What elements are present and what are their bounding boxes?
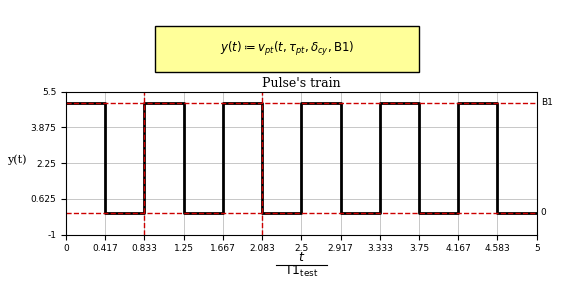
Text: $y(t) \coloneq v_{pt}(t,\tau_{pt},\delta_{cy},\mathrm{B1})$: $y(t) \coloneq v_{pt}(t,\tau_{pt},\delta… bbox=[220, 40, 354, 57]
Title: Pulse's train: Pulse's train bbox=[262, 77, 340, 90]
Text: y(t): y(t) bbox=[7, 155, 27, 165]
Text: $t$: $t$ bbox=[298, 251, 305, 264]
Text: B1: B1 bbox=[541, 98, 553, 107]
Text: 0: 0 bbox=[541, 208, 546, 217]
Text: $\mathrm{T1_{test}}$: $\mathrm{T1_{test}}$ bbox=[284, 264, 319, 279]
FancyBboxPatch shape bbox=[155, 26, 419, 72]
